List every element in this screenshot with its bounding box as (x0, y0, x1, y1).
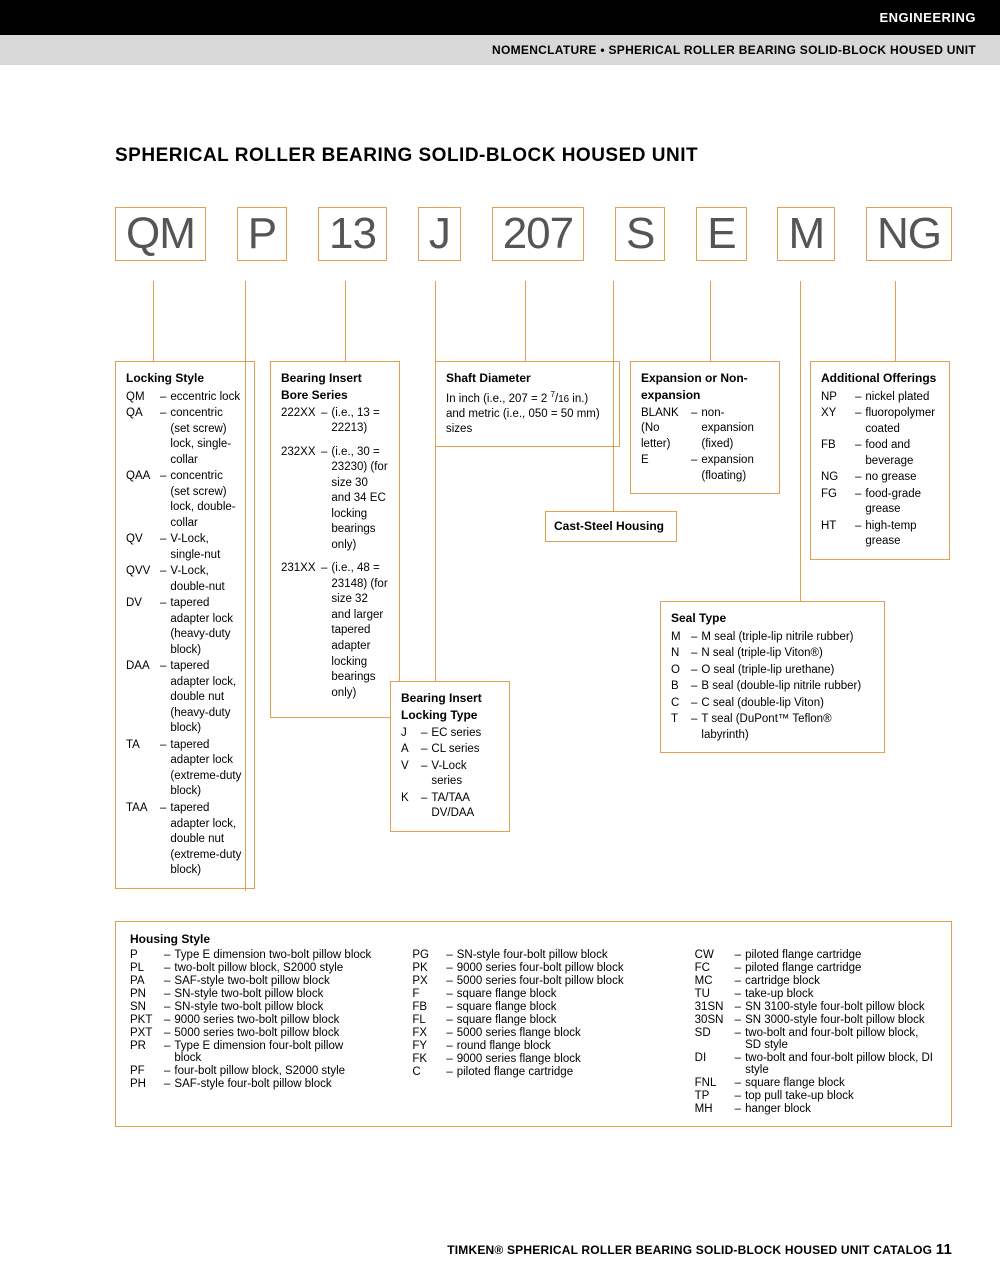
definition-row: FB–square flange block (412, 1001, 654, 1013)
code-13: 13 (318, 207, 387, 261)
definition-row: FG–food-grade grease (821, 487, 939, 518)
definition-row: O–O seal (triple-lip urethane) (671, 663, 874, 679)
definition-row: A–CL series (401, 742, 499, 758)
definition-row: XY–fluoropolymer coated (821, 406, 939, 437)
shaft-diameter-title: Shaft Diameter (446, 370, 609, 386)
shaft-diameter-callout: Shaft Diameter In inch (i.e., 207 = 2 7/… (435, 361, 620, 447)
additional-offerings-callout: Additional Offerings NP–nickel platedXY–… (810, 361, 950, 559)
definition-row: 31SN–SN 3100-style four-bolt pillow bloc… (695, 1001, 937, 1013)
additional-offerings-title: Additional Offerings (821, 370, 939, 386)
code-ng: NG (866, 207, 952, 261)
definition-row: 222XX–(i.e., 13 = 22213) (281, 406, 389, 437)
definition-row: QV–V-Lock, single-nut (126, 532, 244, 563)
definition-row: FB–food and beverage (821, 438, 939, 469)
definition-row: J–EC series (401, 726, 499, 742)
code-207: 207 (492, 207, 584, 261)
definition-row: CW–piloted flange cartridge (695, 949, 937, 961)
definition-row: 232XX–(i.e., 30 = 23230) (for size 30 an… (281, 445, 389, 554)
definition-row: DAA–tapered adapter lock, double nut (he… (126, 659, 244, 737)
definition-row: DI–two-bolt and four-bolt pillow block, … (695, 1052, 937, 1076)
definition-row: 231XX–(i.e., 48 = 23148) (for size 32 an… (281, 561, 389, 701)
code-e: E (696, 207, 746, 261)
code-p: P (237, 207, 287, 261)
nomenclature-code-row: QM P 13 J 207 S E M NG (115, 207, 952, 261)
definition-row: NP–nickel plated (821, 390, 939, 406)
definition-row: FX–5000 series flange block (412, 1027, 654, 1039)
definition-row: C–piloted flange cartridge (412, 1066, 654, 1078)
bearing-bore-title: Bearing Insert Bore Series (281, 370, 389, 402)
definition-row: PH–SAF-style four-bolt pillow block (130, 1078, 372, 1090)
definition-row: PG–SN-style four-bolt pillow block (412, 949, 654, 961)
definition-row: PA–SAF-style two-bolt pillow block (130, 975, 372, 987)
shaft-diameter-text: In inch (i.e., 207 = 2 7/16 in.) and met… (446, 390, 609, 438)
main-title: SPHERICAL ROLLER BEARING SOLID-BLOCK HOU… (115, 145, 952, 167)
seal-type-callout: Seal Type M–M seal (triple-lip nitrile r… (660, 601, 885, 753)
housing-style-callout: Housing Style P–Type E dimension two-bol… (115, 921, 952, 1127)
code-j: J (418, 207, 461, 261)
definition-row: FK–9000 series flange block (412, 1053, 654, 1065)
definition-row: N–N seal (triple-lip Viton®) (671, 646, 874, 662)
definition-row: PXT–5000 series two-bolt pillow block (130, 1027, 372, 1039)
locking-style-callout: Locking Style QM–eccentric lockQA–concen… (115, 361, 255, 888)
definition-row: QAA–concentric (set screw) lock, double-… (126, 469, 244, 531)
definition-row: TP–top pull take-up block (695, 1090, 937, 1102)
definition-row: TA–tapered adapter lock (extreme-duty bl… (126, 738, 244, 800)
definition-row: NG–no grease (821, 470, 939, 486)
callout-diagram: Locking Style QM–eccentric lockQA–concen… (115, 281, 952, 921)
definition-row: PK–9000 series four-bolt pillow block (412, 962, 654, 974)
definition-row: SN–SN-style two-bolt pillow block (130, 1001, 372, 1013)
definition-row: C–C seal (double-lip Viton) (671, 696, 874, 712)
code-m: M (777, 207, 835, 261)
definition-row: SD–two-bolt and four-bolt pillow block, … (695, 1027, 937, 1051)
definition-row: PN–SN-style two-bolt pillow block (130, 988, 372, 1000)
definition-row: B–B seal (double-lip nitrile rubber) (671, 679, 874, 695)
header-gray-bar: NOMENCLATURE • SPHERICAL ROLLER BEARING … (0, 35, 1000, 65)
definition-row: PL–two-bolt pillow block, S2000 style (130, 962, 372, 974)
bearing-locking-title: Bearing Insert Locking Type (401, 690, 499, 722)
definition-row: V–V-Lock series (401, 759, 499, 790)
page-footer: TIMKEN® SPHERICAL ROLLER BEARING SOLID-B… (0, 1211, 1000, 1288)
definition-row: QM–eccentric lock (126, 390, 244, 406)
definition-row: F–square flange block (412, 988, 654, 1000)
definition-row: FC–piloted flange cartridge (695, 962, 937, 974)
definition-row: PX–5000 series four-bolt pillow block (412, 975, 654, 987)
definition-row: TAA–tapered adapter lock, double nut (ex… (126, 801, 244, 879)
definition-row: TU–take-up block (695, 988, 937, 1000)
definition-row: HT–high-temp grease (821, 519, 939, 550)
definition-row: QVV–V-Lock, double-nut (126, 564, 244, 595)
bearing-locking-callout: Bearing Insert Locking Type J–EC seriesA… (390, 681, 510, 831)
definition-row: MH–hanger block (695, 1103, 937, 1115)
definition-row: P–Type E dimension two-bolt pillow block (130, 949, 372, 961)
expansion-title: Expansion or Non-expansion (641, 370, 769, 402)
bearing-bore-callout: Bearing Insert Bore Series 222XX–(i.e., … (270, 361, 400, 718)
definition-row: 30SN–SN 3000-style four-bolt pillow bloc… (695, 1014, 937, 1026)
header-black-bar: ENGINEERING (0, 0, 1000, 35)
definition-row: FL–square flange block (412, 1014, 654, 1026)
footer-page-number: 11 (936, 1241, 952, 1258)
definition-row: PF–four-bolt pillow block, S2000 style (130, 1065, 372, 1077)
definition-row: PKT–9000 series two-bolt pillow block (130, 1014, 372, 1026)
definition-row: QA–concentric (set screw) lock, single-c… (126, 406, 244, 468)
expansion-callout: Expansion or Non-expansion BLANK(Nolette… (630, 361, 780, 494)
code-s: S (615, 207, 665, 261)
seal-type-title: Seal Type (671, 610, 874, 626)
definition-row: FNL–square flange block (695, 1077, 937, 1089)
definition-row: FY–round flange block (412, 1040, 654, 1052)
page-content: SPHERICAL ROLLER BEARING SOLID-BLOCK HOU… (0, 65, 1000, 1211)
definition-row: DV–tapered adapter lock (heavy-duty bloc… (126, 596, 244, 658)
code-qm: QM (115, 207, 206, 261)
cast-steel-title: Cast-Steel Housing (554, 518, 668, 534)
definition-row: MC–cartridge block (695, 975, 937, 987)
footer-text: TIMKEN® SPHERICAL ROLLER BEARING SOLID-B… (447, 1243, 932, 1257)
definition-row: PR–Type E dimension four-bolt pillow blo… (130, 1040, 372, 1064)
definition-row: T–T seal (DuPont™ Teflon® labyrinth) (671, 712, 874, 743)
cast-steel-callout: Cast-Steel Housing (545, 511, 677, 541)
housing-style-title: Housing Style (130, 932, 937, 946)
locking-style-title: Locking Style (126, 370, 244, 386)
definition-row: M–M seal (triple-lip nitrile rubber) (671, 630, 874, 646)
definition-row: K–TA/TAA DV/DAA (401, 791, 499, 822)
